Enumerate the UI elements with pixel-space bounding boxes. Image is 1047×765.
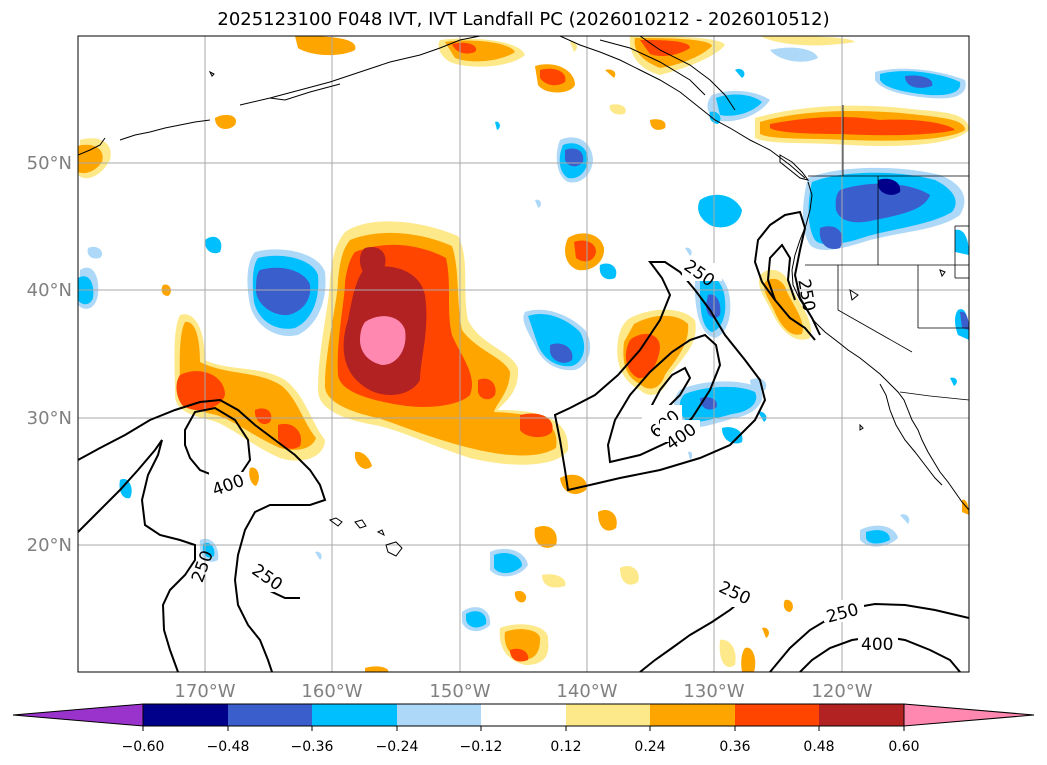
negative-anomaly-fields xyxy=(78,47,969,632)
colorbar-swatch xyxy=(143,704,228,726)
colorbar-tick-label: −0.24 xyxy=(376,739,419,755)
colorbar-tick-label: 0.24 xyxy=(634,739,665,755)
colorbar-extend-low xyxy=(12,703,144,727)
lat-label-30n: 30°N xyxy=(27,408,72,429)
lon-label-160w: 160°W xyxy=(301,681,362,702)
borders xyxy=(805,105,969,401)
lat-label-40n: 40°N xyxy=(27,280,72,301)
graticule xyxy=(78,36,969,672)
lat-label-50n: 50°N xyxy=(27,153,72,174)
colorbar-tick-label: −0.12 xyxy=(460,739,503,755)
lon-label-130w: 130°W xyxy=(683,681,744,702)
lon-label-170w: 170°W xyxy=(174,681,235,702)
colorbar-tick-label: −0.36 xyxy=(291,739,334,755)
colorbar-tick-label: 0.12 xyxy=(550,739,581,755)
plot-frame xyxy=(77,35,970,673)
colorbar-swatch xyxy=(650,704,735,726)
colorbar-tick-label: 0.36 xyxy=(719,739,750,755)
colorbar-swatch xyxy=(819,704,904,726)
lon-label-150w: 150°W xyxy=(429,681,490,702)
colorbar-swatch xyxy=(228,704,312,726)
colorbar-swatch xyxy=(397,704,481,726)
colorbar: −0.60 −0.48 −0.36 −0.24 −0.12 0.12 0.24 … xyxy=(12,703,1035,755)
lat-label-20n: 20°N xyxy=(27,535,72,556)
positive-anomaly-fields xyxy=(78,36,969,672)
colorbar-swatch xyxy=(735,704,819,726)
colorbar-tick-label: 0.48 xyxy=(803,739,834,755)
latitude-labels: 50°N 40°N 30°N 20°N xyxy=(27,153,72,556)
lon-label-140w: 140°W xyxy=(556,681,617,702)
colorbar-tick-label: −0.60 xyxy=(122,739,165,755)
colorbar-swatch xyxy=(566,704,650,726)
colorbar-tick-label: 0.60 xyxy=(888,739,919,755)
colorbar-tick-label: −0.48 xyxy=(207,739,250,755)
colorbar-swatch xyxy=(312,704,397,726)
map-title: 2025123100 F048 IVT, IVT Landfall PC (20… xyxy=(217,9,830,30)
contour-labels: 250 250 250 400 250 250 600 400 250 250 … xyxy=(188,256,898,655)
colorbar-extend-high xyxy=(903,703,1035,727)
colorbar-swatch xyxy=(481,704,566,726)
coastlines xyxy=(78,36,969,557)
contour-label: 400 xyxy=(861,635,893,655)
longitude-labels: 170°W 160°W 150°W 140°W 130°W 120°W xyxy=(174,681,872,702)
lon-label-120w: 120°W xyxy=(811,681,872,702)
